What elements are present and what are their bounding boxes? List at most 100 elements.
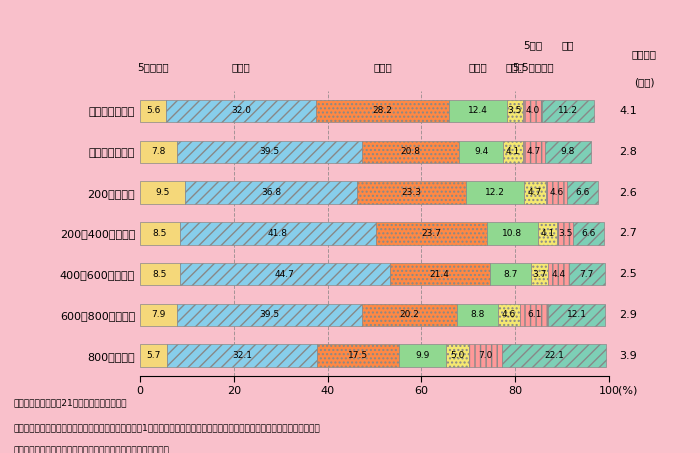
Text: 39.5: 39.5 [260,310,280,319]
Bar [524,181,546,204]
Text: 10.8: 10.8 [503,229,522,238]
Text: 2.6: 2.6 [620,188,637,198]
Bar [568,263,605,285]
Bar [185,181,357,204]
Bar [523,100,542,122]
Text: 3.5: 3.5 [558,229,573,238]
Text: 注：第１回調査では６か月児、第２回調査では１歳1６か月児の子育て費用が対象。また、子育て費用及び父母の年収は、万: 注：第１回調査では６か月児、第２回調査では１歳1６か月児の子育て費用が対象。また… [14,424,321,433]
Text: 4.7: 4.7 [528,188,542,197]
Bar [523,140,545,163]
Text: 7.9: 7.9 [151,310,166,319]
Text: 36.8: 36.8 [261,188,281,197]
Text: 4.1: 4.1 [506,147,520,156]
Text: 4.1: 4.1 [620,106,637,116]
Bar [549,304,606,326]
Bar [140,140,176,163]
Bar [180,263,389,285]
Bar [140,181,185,204]
Bar [548,263,568,285]
Bar [140,344,167,367]
Bar [140,263,180,285]
Bar [487,222,538,245]
Text: 12.2: 12.2 [485,188,505,197]
Bar [140,304,177,326]
Text: 3.9: 3.9 [620,351,637,361]
Text: 平均費用: 平均費用 [631,49,657,59]
Text: 9.4: 9.4 [475,147,489,156]
Text: 12.1: 12.1 [567,310,587,319]
Text: 5万円: 5万円 [523,40,542,50]
Bar [362,140,459,163]
Text: 9.8: 9.8 [561,147,575,156]
Bar [140,222,180,245]
Text: 23.3: 23.3 [402,188,422,197]
Text: 6.6: 6.6 [582,229,596,238]
Bar [567,181,598,204]
Bar [389,263,490,285]
Text: 12.4: 12.4 [468,106,488,116]
Bar [400,344,446,367]
Text: ４万円: ４万円 [505,63,524,72]
Bar [573,222,604,245]
Bar [466,181,524,204]
Text: 4.7: 4.7 [526,147,541,156]
Text: 8.8: 8.8 [470,310,485,319]
Text: ２万円: ２万円 [373,63,392,72]
Bar [316,100,449,122]
Text: 2.7: 2.7 [620,228,638,238]
Bar [538,222,557,245]
Text: 7.7: 7.7 [580,270,594,279]
Bar [507,100,523,122]
Text: 32.0: 32.0 [231,106,251,116]
Bar [357,181,466,204]
Text: 11.2: 11.2 [558,106,578,116]
Bar [449,100,507,122]
Bar [363,304,457,326]
Text: １万円: １万円 [232,63,251,72]
Text: (万円): (万円) [634,77,654,87]
Bar [317,344,400,367]
Text: (%): (%) [618,385,638,395]
Bar [167,344,317,367]
Text: 22.1: 22.1 [544,351,564,360]
Text: 4.6: 4.6 [550,188,564,197]
Text: 28.2: 28.2 [372,106,393,116]
Text: 4.6: 4.6 [502,310,516,319]
Text: 5.0: 5.0 [450,351,465,360]
Bar [531,263,548,285]
Text: 7.8: 7.8 [151,147,165,156]
Text: 9.5: 9.5 [155,188,169,197]
Text: 17.5: 17.5 [349,351,368,360]
Bar [457,304,498,326]
Bar [498,304,520,326]
Bar [177,304,363,326]
Bar [167,100,316,122]
Text: 32.1: 32.1 [232,351,252,360]
Text: 2.9: 2.9 [620,310,638,320]
Text: 41.8: 41.8 [268,229,288,238]
Text: 6.1: 6.1 [527,310,541,319]
Bar [557,222,573,245]
Bar [520,304,549,326]
Text: 6.6: 6.6 [575,188,590,197]
Text: 5千円未満: 5千円未満 [137,63,169,72]
Bar [503,140,523,163]
Text: 39.5: 39.5 [259,147,279,156]
Bar [490,263,531,285]
Text: 20.8: 20.8 [400,147,421,156]
Text: 資料：厕生労働省「21世紀出生児縦断調査」: 資料：厕生労働省「21世紀出生児縦断調査」 [14,399,127,408]
Bar [542,100,594,122]
Bar [446,344,469,367]
Text: 9.9: 9.9 [415,351,430,360]
Bar [176,140,362,163]
Bar [469,344,502,367]
Text: 4.4: 4.4 [552,270,566,279]
Text: 2.8: 2.8 [620,147,638,157]
Text: 23.7: 23.7 [421,229,442,238]
Text: 3.5: 3.5 [508,106,522,116]
Text: 5.7: 5.7 [146,351,160,360]
Text: 20.2: 20.2 [400,310,419,319]
Text: 不詳: 不詳 [562,40,575,50]
Bar [180,222,376,245]
Text: 円単位（１万円未満は四捨五入）での記載を求めている。: 円単位（１万円未満は四捨五入）での記載を求めている。 [14,446,170,453]
